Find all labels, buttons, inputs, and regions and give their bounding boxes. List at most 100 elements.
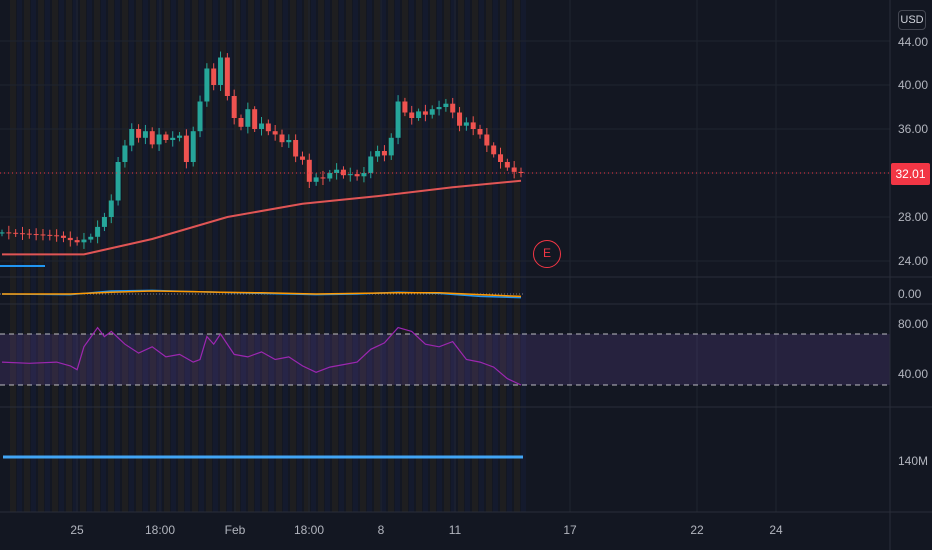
candle-body [101,217,107,227]
candle-body [19,233,25,235]
session-band [402,0,408,512]
candle-body [67,237,73,241]
session-band [409,0,414,512]
session-band [458,0,464,512]
candle-body [395,101,401,138]
rsi-line [1,326,522,386]
candle-body [409,112,415,118]
candle-body [375,151,381,157]
session-band [115,0,120,512]
candle-body [183,135,189,162]
candle-body [74,240,80,243]
candle-body [231,96,237,118]
candle-body [54,235,60,237]
signal-line [2,290,522,298]
candle-body [518,171,524,173]
price-axis-label: 28.00 [898,210,928,224]
session-band [311,0,316,512]
candle-body [197,101,203,132]
session-band [108,0,114,512]
session-band [388,0,394,512]
candle-body [218,57,224,85]
candle-body [224,57,230,96]
time-axis-label: 17 [563,523,577,537]
candle-body [13,232,19,234]
session-band [171,0,176,512]
candle-body [190,131,196,162]
candle-body [504,162,510,168]
session-band [248,0,254,512]
candle-body [511,167,517,172]
moving-average-line [2,179,522,256]
session-band [360,0,366,512]
candle-body [347,174,353,176]
candle-body [163,134,169,140]
session-band [220,0,226,512]
candle-body [306,159,312,182]
session-band [38,0,44,512]
session-band [353,0,358,512]
session-band [73,0,78,512]
candle-body [457,112,463,126]
session-band [17,0,22,512]
session-band [437,0,442,512]
candle-body [47,234,53,236]
session-band [493,0,498,512]
session-band [451,0,456,512]
candle-body [340,169,346,176]
candles [0,51,524,249]
candle-body [60,235,66,238]
currency-button[interactable]: USD [898,10,926,30]
session-band [472,0,478,512]
candle-body [115,162,121,201]
session-band [94,0,100,512]
session-band [416,0,422,512]
rsi-band-fill [0,334,890,385]
price-axis-label: 24.00 [898,254,928,268]
earnings-marker[interactable]: E [533,240,561,268]
session-band [164,0,170,512]
volume-axis-label: 140M [898,454,928,468]
candle-body [293,140,299,157]
candle-body [95,226,101,237]
candle-body [122,145,128,162]
candle-body [299,156,305,160]
session-band [500,0,506,512]
session-band [521,0,526,512]
session-band [178,0,184,512]
session-band [31,0,36,512]
session-band [486,0,492,512]
session-band [87,0,92,512]
candle-body [265,123,271,132]
candle-body [6,232,12,234]
time-axis-label: 18:00 [294,523,324,537]
candle-body [259,123,264,129]
session-band [430,0,436,512]
session-band [332,0,338,512]
candle-body [88,236,94,240]
session-band [269,0,274,512]
price-axis-label: 40.00 [898,78,928,92]
candle-body [354,174,360,177]
candle-body [484,134,490,146]
candle-body [498,154,504,162]
candle-body [422,111,428,115]
price-axis-label: 36.00 [898,122,928,136]
candle-body [204,68,210,102]
candle-body [108,200,114,217]
candle-body [136,129,142,138]
session-band [80,0,86,512]
session-band [255,0,260,512]
candle-body [436,107,442,110]
candle-body [238,118,244,127]
session-band [304,0,310,512]
time-axis-label: 11 [449,523,462,537]
candle-body [463,122,469,126]
time-axis-label: Feb [225,523,246,537]
session-band [479,0,484,512]
candle-body [443,103,449,107]
candle-body [286,140,292,143]
candle-body [470,122,476,129]
session-band [227,0,232,512]
